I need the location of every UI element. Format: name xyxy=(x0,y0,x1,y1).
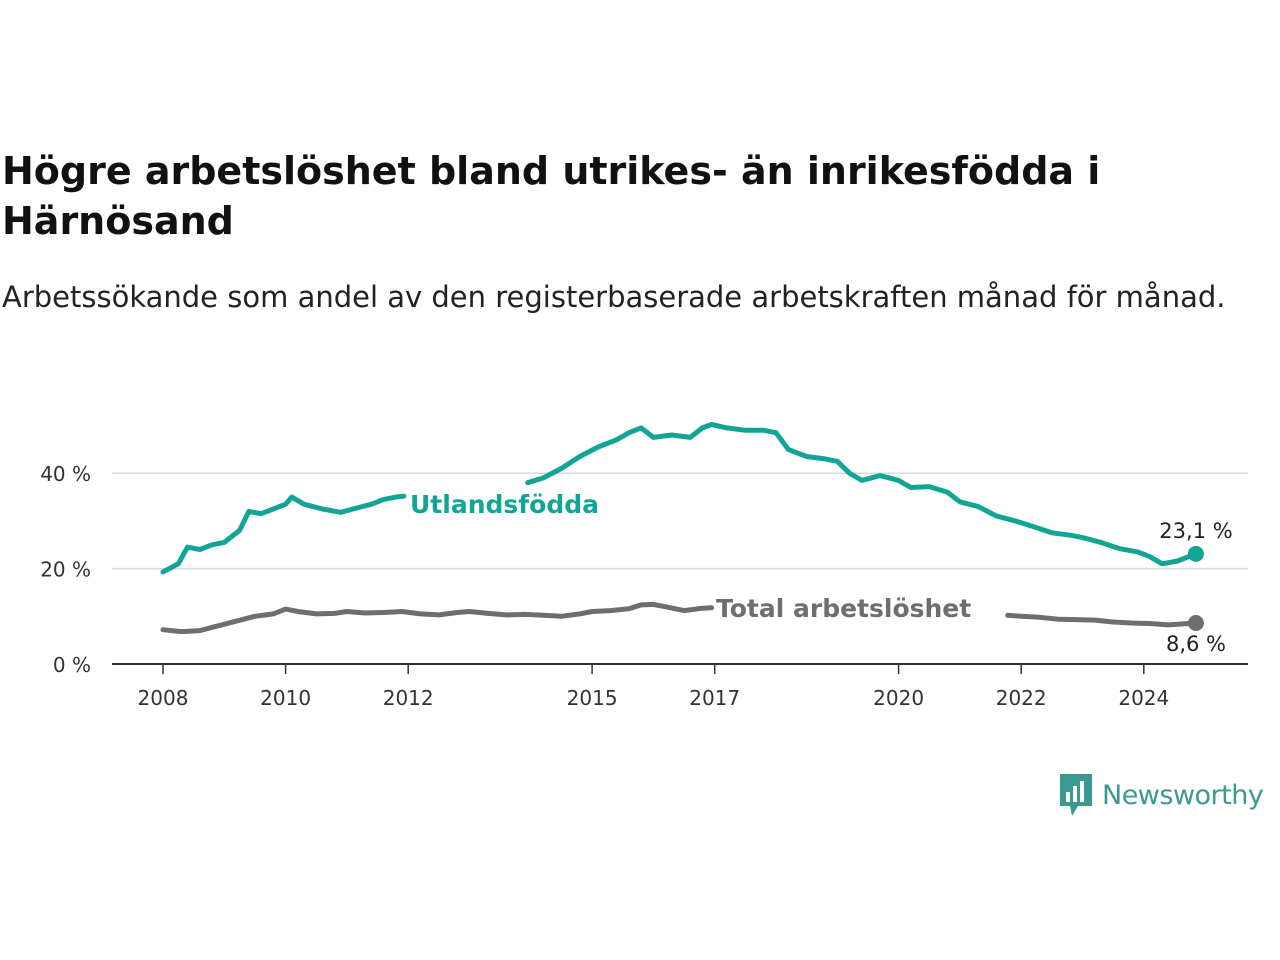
chart-title: Högre arbetslöshet bland utrikes- än inr… xyxy=(2,149,1101,243)
end-label-utlandsfodda: 23,1 % xyxy=(1159,519,1232,543)
y-tick-label: 20 % xyxy=(40,558,91,582)
x-tick-label: 2022 xyxy=(996,686,1047,710)
series-line-utlandsfodda xyxy=(160,422,1199,575)
x-tick-label: 2020 xyxy=(873,686,924,710)
series-label-utlandsfodda: Utlandsfödda xyxy=(410,490,599,519)
x-tick-label: 2017 xyxy=(689,686,740,710)
brand-name: Newsworthy xyxy=(1102,779,1264,811)
end-label-total: 8,6 % xyxy=(1166,632,1226,656)
end-point-utlandsfodda xyxy=(1187,545,1204,562)
newsworthy-logo-icon xyxy=(1060,774,1092,816)
x-tick-label: 2012 xyxy=(383,686,434,710)
newsworthy-brand: Newsworthy xyxy=(1058,772,1264,818)
x-tick-label: 2008 xyxy=(138,686,189,710)
chart-subtitle: Arbetssökande som andel av den registerb… xyxy=(2,280,1226,314)
x-tick-label: 2015 xyxy=(567,686,618,710)
series-line-total xyxy=(160,601,1199,635)
x-tick-label: 2010 xyxy=(260,686,311,710)
x-tick-label: 2024 xyxy=(1118,686,1169,710)
series-label-total: Total arbetslöshet xyxy=(716,594,971,623)
y-tick-label: 40 % xyxy=(40,462,91,486)
end-point-total xyxy=(1187,614,1204,631)
y-tick-label: 0 % xyxy=(53,653,91,677)
